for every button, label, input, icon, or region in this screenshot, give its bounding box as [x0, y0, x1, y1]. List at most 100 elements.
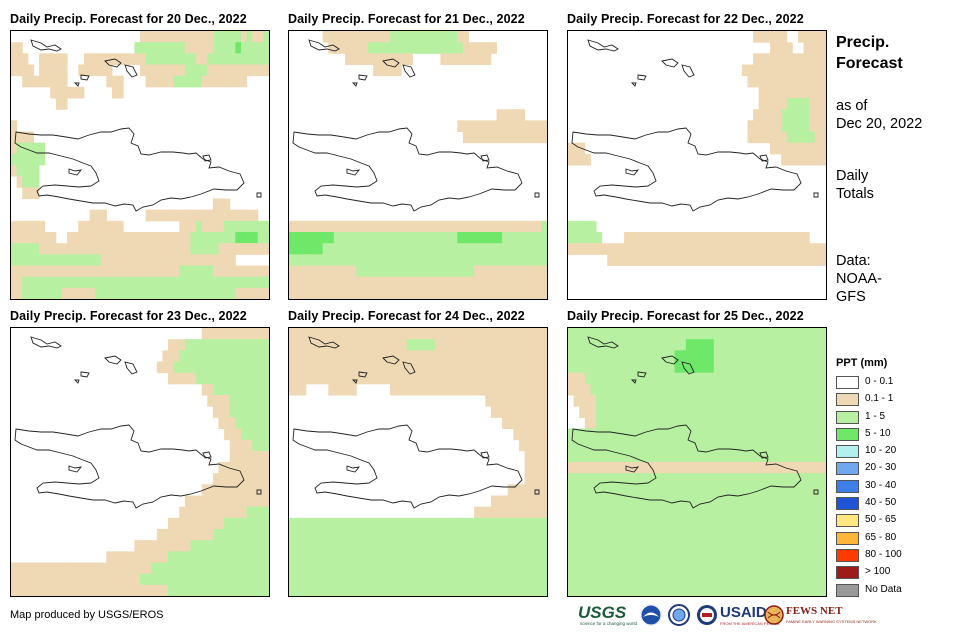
- precip-cell: [401, 350, 408, 362]
- precip-cell: [240, 339, 248, 351]
- precip-cell: [184, 265, 191, 278]
- precip-cell: [507, 562, 514, 575]
- precip-cell: [518, 276, 526, 289]
- precip-cell: [257, 417, 264, 429]
- precip-cell: [640, 406, 648, 418]
- precip-cell: [345, 339, 352, 351]
- precip-cell: [44, 287, 51, 299]
- precip-cell: [378, 372, 385, 385]
- precip-cell: [117, 551, 124, 563]
- precip-cell: [434, 383, 441, 396]
- precip-cell: [401, 220, 408, 233]
- precip-cell: [674, 328, 681, 340]
- precip-cell: [289, 287, 296, 299]
- precip-cell: [356, 232, 363, 244]
- precip-cell: [725, 383, 732, 396]
- precip-cell: [624, 350, 631, 362]
- precip-cell: [502, 517, 509, 530]
- precip-cell: [579, 339, 586, 351]
- precip-cell: [629, 372, 636, 385]
- precip-cell: [457, 517, 464, 530]
- precip-cell: [573, 495, 580, 508]
- precip-cell: [367, 529, 374, 541]
- precip-cell: [590, 484, 597, 496]
- precip-cell: [769, 417, 777, 429]
- precip-cell: [356, 350, 363, 362]
- precip-cell: [218, 473, 225, 485]
- precip-cell: [781, 42, 788, 54]
- precip-cell: [418, 220, 425, 233]
- precip-cell: [513, 361, 520, 374]
- precip-cell: [624, 551, 631, 563]
- precip-cell: [240, 42, 248, 54]
- precip-cell: [294, 328, 301, 340]
- precip-cell: [646, 562, 653, 575]
- precip-cell: [128, 265, 135, 278]
- precip-cell: [646, 406, 653, 418]
- precip-cell: [212, 287, 220, 299]
- precip-cell: [289, 254, 296, 266]
- precip-cell: [596, 439, 603, 452]
- precip-cell: [235, 551, 242, 563]
- precip-cell: [730, 339, 737, 351]
- precip-cell: [590, 220, 597, 233]
- precip-cell: [814, 131, 821, 144]
- precip-cell: [635, 540, 642, 552]
- legend-label: 5 - 10: [865, 427, 891, 439]
- precip-cell: [106, 265, 113, 278]
- precip-cell: [725, 562, 732, 575]
- precip-cell: [747, 361, 754, 374]
- precip-cell: [361, 328, 369, 340]
- precip-cell: [640, 573, 648, 586]
- precip-cell: [367, 53, 374, 65]
- precip-cell: [212, 31, 220, 43]
- precip-cell: [229, 450, 236, 463]
- precip-cell: [584, 406, 591, 418]
- precip-cell: [440, 53, 447, 65]
- precip-cell: [423, 562, 430, 575]
- precip-cell: [117, 573, 124, 586]
- precip-cell: [607, 383, 614, 396]
- precip-cell: [524, 428, 531, 441]
- precip-cell: [345, 584, 352, 596]
- precip-cell: [775, 428, 782, 441]
- precip-cell: [311, 540, 318, 552]
- precip-cell: [457, 573, 464, 586]
- precip-cell: [196, 232, 203, 244]
- precip-cell: [361, 584, 369, 596]
- precip-cell: [401, 31, 408, 43]
- precip-cell: [792, 243, 799, 255]
- precip-cell: [89, 573, 96, 586]
- precip-cell: [736, 395, 743, 407]
- precip-cell: [350, 350, 357, 362]
- precip-cell: [496, 109, 503, 121]
- precip-cell: [708, 406, 715, 418]
- precip-cell: [134, 254, 141, 266]
- legend-swatch: [836, 393, 859, 407]
- precip-cell: [27, 287, 34, 299]
- precip-cell: [524, 220, 531, 233]
- precip-cell: [697, 529, 704, 541]
- precip-cell: [507, 361, 514, 374]
- precip-cell: [524, 562, 531, 575]
- precip-cell: [786, 562, 793, 575]
- precip-cell: [764, 372, 771, 385]
- precip-cell: [635, 361, 642, 374]
- precip-cell: [573, 506, 580, 519]
- precip-cell: [395, 350, 402, 362]
- precip-cell: [168, 31, 175, 43]
- precip-cell: [518, 573, 526, 586]
- precip-cell: [401, 517, 408, 530]
- precip-cell: [758, 540, 765, 552]
- precip-cell: [579, 428, 586, 441]
- precip-cell: [775, 109, 782, 121]
- precip-cell: [702, 439, 709, 452]
- precip-cell: [541, 573, 547, 586]
- precip-cell: [579, 506, 586, 519]
- precip-cell: [764, 573, 771, 586]
- precip-cell: [741, 495, 748, 508]
- precip-cell: [389, 551, 397, 563]
- precip-cell: [668, 473, 676, 485]
- map-credit: Map produced by USGS/EROS: [10, 609, 164, 621]
- precip-cell: [367, 243, 374, 255]
